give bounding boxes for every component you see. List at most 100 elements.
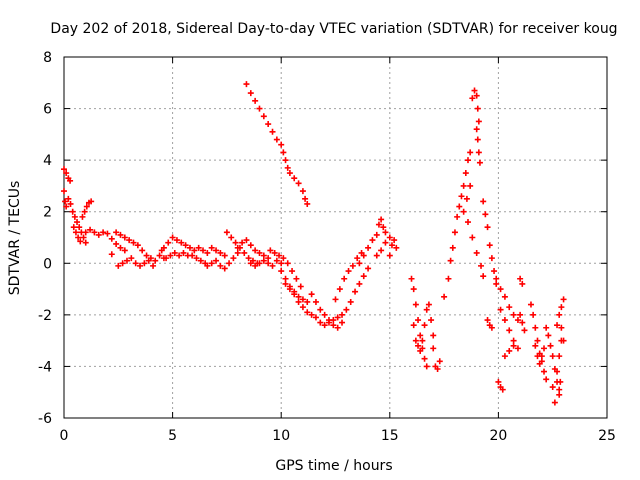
data-point: [474, 105, 481, 112]
data-point: [463, 195, 470, 202]
data-point: [447, 257, 454, 264]
data-point: [510, 311, 517, 318]
data-point: [530, 311, 537, 318]
data-point: [541, 368, 548, 375]
data-point: [75, 234, 82, 241]
data-point: [95, 231, 102, 238]
data-point: [147, 255, 154, 262]
data-point: [378, 247, 385, 254]
data-point: [484, 224, 491, 231]
data-point: [193, 255, 200, 262]
data-point: [77, 238, 84, 245]
data-point: [484, 317, 491, 324]
data-point: [299, 304, 306, 311]
data-point: [510, 342, 517, 349]
data-point: [421, 322, 428, 329]
data-point: [176, 252, 183, 259]
data-point: [117, 231, 124, 238]
data-point: [67, 200, 74, 207]
data-point: [130, 239, 137, 246]
data-point: [213, 257, 220, 264]
data-point: [467, 149, 474, 156]
data-point: [410, 286, 417, 293]
data-point: [391, 237, 398, 244]
data-point: [113, 240, 120, 247]
data-point: [121, 247, 128, 254]
data-point: [499, 386, 506, 393]
data-point: [197, 257, 204, 264]
data-point: [428, 317, 435, 324]
y-tick-label: 8: [43, 50, 52, 66]
data-point: [260, 113, 267, 120]
data-point: [61, 166, 67, 173]
data-point: [213, 247, 220, 254]
data-point: [223, 229, 230, 236]
data-point: [169, 234, 176, 241]
data-point: [273, 136, 280, 143]
data-point: [332, 296, 339, 303]
data-point: [365, 265, 372, 272]
data-point: [247, 242, 254, 249]
data-point: [200, 247, 207, 254]
data-point: [295, 298, 302, 305]
data-point: [460, 182, 467, 189]
data-point: [317, 306, 324, 313]
data-point: [189, 252, 196, 259]
data-point: [252, 97, 259, 104]
y-tick-label: 4: [43, 153, 52, 169]
data-point: [67, 177, 74, 184]
data-point: [375, 221, 382, 228]
data-point: [527, 301, 534, 308]
data-point: [474, 136, 481, 143]
data-point: [128, 255, 135, 262]
data-point: [356, 260, 363, 267]
tick-labels: 0 5 10 15 20 25 -6 -4 -2 0 2 4 6 8: [38, 50, 616, 444]
data-point: [286, 286, 293, 293]
data-point: [282, 275, 289, 282]
x-axis-label: GPS time / hours: [275, 458, 392, 474]
data-point: [365, 244, 372, 251]
data-point: [495, 378, 502, 385]
data-point: [373, 252, 380, 259]
data-point: [82, 239, 89, 246]
data-point: [273, 257, 280, 264]
data-point: [299, 188, 306, 195]
data-point: [473, 249, 480, 256]
data-point: [480, 273, 487, 280]
data-point: [265, 121, 272, 128]
data-point: [560, 296, 567, 303]
data-point: [156, 252, 163, 259]
data-point: [208, 244, 215, 251]
data-point: [558, 304, 565, 311]
data-point: [560, 337, 567, 344]
data-point: [137, 262, 144, 269]
data-point: [475, 149, 482, 156]
data-point: [456, 203, 463, 210]
data-point: [167, 252, 174, 259]
data-point: [79, 213, 86, 220]
data-point: [304, 309, 311, 316]
data-point: [388, 242, 395, 249]
data-point: [341, 275, 348, 282]
data-point: [462, 170, 469, 177]
data-point: [271, 249, 278, 256]
data-point: [72, 229, 79, 236]
data-point: [493, 280, 500, 287]
data-point: [547, 342, 554, 349]
data-point: [139, 247, 146, 254]
data-point: [256, 105, 263, 112]
data-point: [336, 286, 343, 293]
data-point: [517, 275, 524, 282]
data-point: [436, 358, 443, 365]
data-point: [221, 265, 228, 272]
y-tick-label: -2: [38, 308, 52, 324]
data-point: [506, 327, 513, 334]
data-point: [180, 249, 187, 256]
data-point: [91, 229, 98, 236]
data-point: [221, 252, 228, 259]
data-point: [132, 260, 139, 267]
data-point: [286, 170, 293, 177]
data-point: [182, 242, 189, 249]
data-point: [239, 239, 246, 246]
